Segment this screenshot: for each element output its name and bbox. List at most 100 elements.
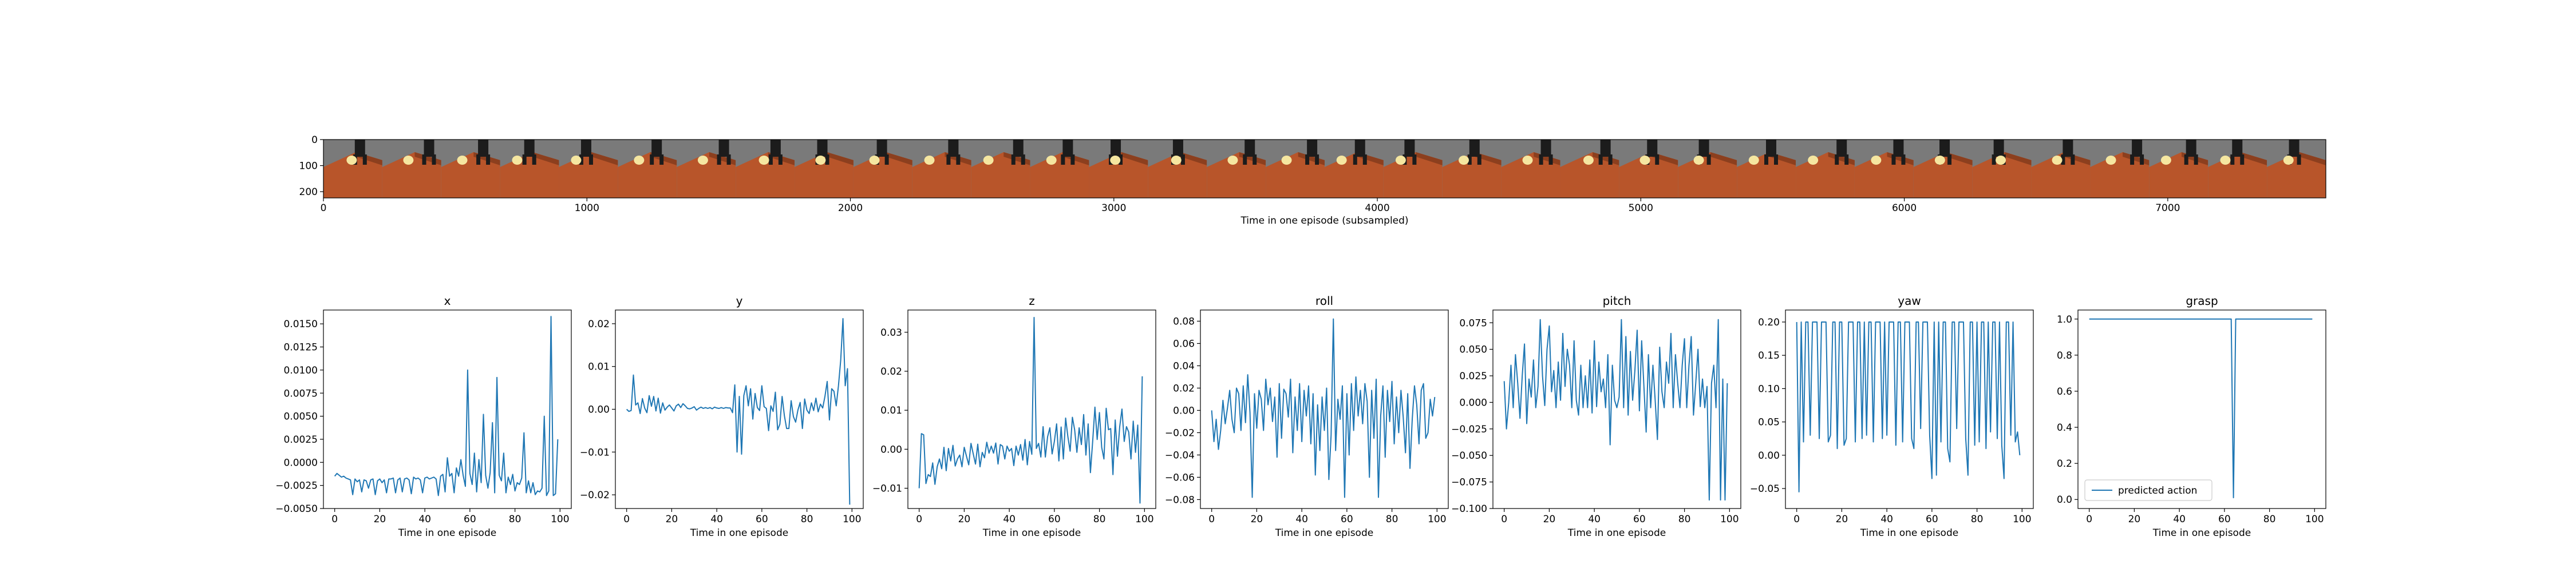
x-tick-label: 40 [418, 514, 431, 525]
series-line [2089, 318, 2313, 499]
x-tick-label: 20 [2128, 514, 2141, 525]
target-object-icon [924, 156, 935, 165]
y-tick-label: 0.0050 [284, 411, 318, 423]
gripper-finger-icon [726, 154, 731, 165]
filmstrip-frame [2031, 140, 2091, 198]
target-object-icon [1110, 156, 1121, 165]
gripper-finger-icon [1253, 154, 1257, 165]
filmstrip-frame [1325, 140, 1384, 198]
gripper-finger-icon [1412, 154, 1417, 165]
robot-gripper-icon [1993, 140, 2004, 157]
target-object-icon [1639, 156, 1650, 165]
x-axis-label: Time in one episode [2152, 527, 2251, 539]
y-tick-label: 0.8 [2057, 350, 2072, 362]
frame-table-edge [2005, 152, 2032, 165]
filmstrip-panel: 0 1000 2000 3000 4000 5000 6000 7000 0 100 200 Time… [299, 134, 2326, 227]
filmstrip-frame [1207, 140, 1266, 198]
x-axis-label: Time in one episode [982, 527, 1081, 539]
chart-y: y 0 20 40 60 80 100 −0.02 −0.01 0.00 0.01 0.02 Time … [580, 294, 864, 539]
filmstrip-x-tick-label: 1000 [575, 202, 599, 214]
frame-table-edge [1475, 152, 1502, 165]
robot-gripper-icon [770, 140, 781, 157]
y-tick-label: 0.08 [1173, 316, 1195, 327]
robot-gripper-icon [1893, 140, 1904, 157]
gripper-finger-icon [2130, 154, 2135, 165]
chart-title: y [736, 294, 743, 308]
y-tick-label: 0.00 [1173, 405, 1195, 416]
robot-gripper-icon [2186, 140, 2196, 157]
filmstrip-frame [382, 140, 442, 198]
x-tick-label: 0 [1208, 514, 1215, 525]
target-object-icon [346, 156, 357, 165]
gripper-finger-icon [956, 154, 961, 165]
target-object-icon [1522, 156, 1533, 165]
x-tick-label: 60 [1048, 514, 1061, 525]
gripper-finger-icon [579, 154, 583, 165]
y-tick-label: 0.03 [880, 327, 902, 339]
filmstrip-frame [1619, 140, 1678, 198]
x-tick-label: 60 [1633, 514, 1646, 525]
filmstrip-frame [853, 140, 913, 198]
x-tick-label: 0 [1501, 514, 1507, 525]
robot-gripper-icon [718, 140, 729, 157]
gripper-finger-icon [1844, 154, 1849, 165]
y-tick-label: 0.04 [1173, 360, 1195, 372]
gripper-finger-icon [1773, 154, 1778, 165]
chart-title: pitch [1603, 294, 1631, 308]
y-tick-label: −0.075 [1451, 477, 1487, 488]
filmstrip-y-tick-label: 200 [299, 186, 318, 198]
x-tick-label: 40 [1295, 514, 1308, 525]
filmstrip-frame [912, 140, 972, 198]
gripper-finger-icon [1119, 154, 1123, 165]
y-tick-label: −0.02 [1165, 427, 1195, 439]
x-tick-label: 0 [916, 514, 922, 525]
legend-label: predicted action [2118, 485, 2197, 496]
y-tick-label: 0.02 [588, 319, 610, 330]
target-object-icon [815, 156, 826, 165]
x-tick-label: 100 [1428, 514, 1446, 525]
y-tick-label: 0.6 [2057, 386, 2072, 398]
y-tick-label: 0.15 [1758, 350, 1780, 362]
gripper-finger-icon [1477, 154, 1481, 165]
robot-gripper-icon [1600, 140, 1611, 157]
robot-gripper-icon [1307, 140, 1318, 157]
filmstrip-frame [1972, 140, 2032, 198]
robot-gripper-icon [2132, 140, 2143, 157]
x-tick-label: 20 [374, 514, 386, 525]
x-tick-label: 80 [1093, 514, 1106, 525]
robot-gripper-icon [1540, 140, 1551, 157]
frame-table-surface [2031, 152, 2091, 198]
y-tick-label: 0.01 [588, 362, 610, 373]
x-tick-label: 20 [1543, 514, 1556, 525]
y-tick-label: 0.0125 [284, 342, 318, 353]
target-object-icon [1171, 156, 1182, 165]
y-tick-label: 0.050 [1459, 344, 1487, 356]
robot-gripper-icon [1404, 140, 1415, 157]
target-object-icon [571, 156, 582, 165]
filmstrip-y-tick-label: 100 [299, 161, 318, 172]
robot-gripper-icon [817, 140, 828, 157]
filmstrip-frame [500, 140, 560, 198]
robot-gripper-icon [948, 140, 959, 157]
filmstrip-x-tick-label: 7000 [2155, 202, 2180, 214]
frame-table-edge [1180, 152, 1207, 165]
frame-table-surface [1207, 152, 1266, 198]
x-tick-label: 0 [2086, 514, 2092, 525]
x-tick-label: 100 [551, 514, 569, 525]
gripper-finger-icon [1947, 154, 1952, 165]
y-tick-label: 0.0100 [284, 365, 318, 376]
x-tick-label: 80 [1386, 514, 1398, 525]
robot-gripper-icon [2232, 140, 2243, 157]
x-tick-label: 40 [1588, 514, 1601, 525]
x-tick-label: 60 [464, 514, 476, 525]
chart-title: yaw [1898, 294, 1921, 308]
series-line [918, 316, 1143, 504]
plot-frame [1492, 309, 1741, 509]
filmstrip-x-tick-label: 0 [321, 202, 327, 214]
robot-gripper-icon [478, 140, 489, 157]
target-object-icon [1996, 156, 2006, 165]
x-tick-label: 20 [958, 514, 971, 525]
gripper-finger-icon [1608, 154, 1613, 165]
filmstrip-frame [1030, 140, 1089, 198]
filmstrip-frame [1796, 140, 1855, 198]
